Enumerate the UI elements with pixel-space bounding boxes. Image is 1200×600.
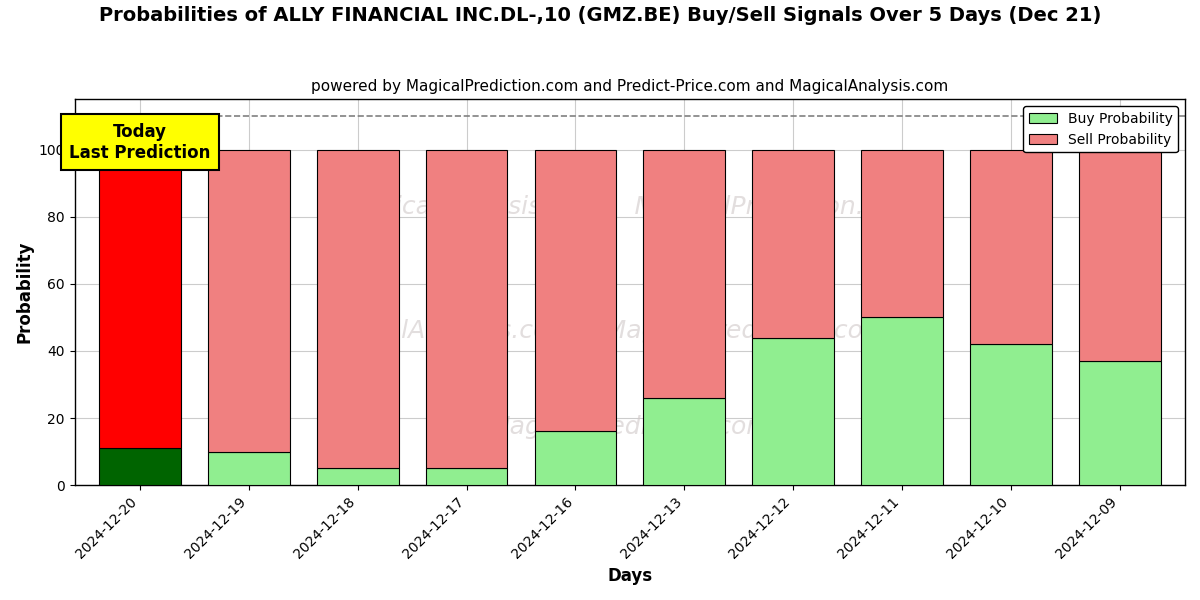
Bar <box>208 452 289 485</box>
Bar <box>317 469 398 485</box>
Bar <box>862 317 943 485</box>
Bar <box>208 149 289 452</box>
Bar <box>100 448 181 485</box>
Bar <box>426 469 508 485</box>
Y-axis label: Probability: Probability <box>16 241 34 343</box>
Bar <box>752 338 834 485</box>
Bar <box>970 149 1051 344</box>
Bar <box>1079 361 1160 485</box>
Legend: Buy Probability, Sell Probability: Buy Probability, Sell Probability <box>1024 106 1178 152</box>
Bar <box>643 149 725 398</box>
Bar <box>317 149 398 469</box>
Bar <box>534 149 617 431</box>
Title: powered by MagicalPrediction.com and Predict-Price.com and MagicalAnalysis.com: powered by MagicalPrediction.com and Pre… <box>311 79 948 94</box>
Text: Today
Last Prediction: Today Last Prediction <box>70 123 211 161</box>
Text: MagicalPrediction.com: MagicalPrediction.com <box>488 415 772 439</box>
Text: calAnalysis.com    MagicalPrediction.com: calAnalysis.com MagicalPrediction.com <box>372 319 888 343</box>
Text: MagicalAnalysis.com    MagicalPrediction.com: MagicalAnalysis.com MagicalPrediction.co… <box>342 196 917 220</box>
Bar <box>534 431 617 485</box>
Bar <box>426 149 508 469</box>
Bar <box>862 149 943 317</box>
Bar <box>970 344 1051 485</box>
X-axis label: Days: Days <box>607 567 653 585</box>
Bar <box>752 149 834 338</box>
Text: Probabilities of ALLY FINANCIAL INC.DL-,10 (GMZ.BE) Buy/Sell Signals Over 5 Days: Probabilities of ALLY FINANCIAL INC.DL-,… <box>98 6 1102 25</box>
Bar <box>1079 149 1160 361</box>
Bar <box>100 149 181 448</box>
Bar <box>643 398 725 485</box>
